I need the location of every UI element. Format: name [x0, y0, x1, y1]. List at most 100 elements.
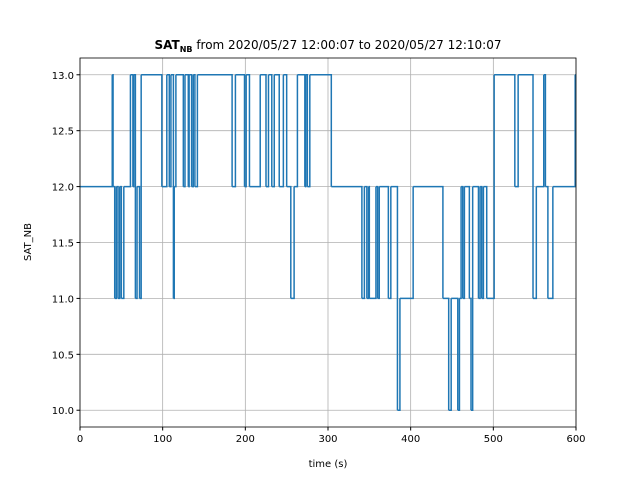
x-tick-label: 0 — [77, 434, 83, 445]
x-tick-label: 300 — [318, 434, 337, 445]
x-axis-label: time (s) — [309, 459, 348, 470]
step-segment — [361, 186, 366, 300]
chart-title: SATNB from 2020/05/27 12:00:07 to 2020/0… — [155, 38, 502, 54]
step-segment — [480, 185, 483, 299]
title-rest: from 2020/05/27 12:00:07 to 2020/05/27 1… — [193, 38, 502, 52]
step-segment — [114, 186, 118, 300]
step-segment — [188, 74, 190, 188]
title-sub: NB — [180, 45, 193, 54]
step-segment — [244, 74, 247, 188]
step-segment — [494, 74, 516, 187]
step-segment — [514, 74, 519, 188]
step-segment — [290, 186, 295, 300]
step-segment — [457, 298, 461, 411]
step-segment — [486, 74, 495, 300]
step-segment — [183, 74, 186, 188]
step-segment — [197, 74, 233, 187]
step-segment — [279, 74, 285, 188]
y-tick-label: 11.0 — [52, 294, 74, 305]
y-tick-label: 10.0 — [52, 406, 74, 417]
step-segment — [483, 185, 488, 299]
step-segment — [175, 74, 185, 187]
step-segment — [368, 185, 371, 299]
x-tick-label: 500 — [484, 434, 503, 445]
step-segment — [469, 297, 472, 411]
step-segment — [377, 186, 381, 300]
step-segment — [132, 74, 135, 188]
title-main: SAT — [155, 38, 181, 52]
step-segment — [364, 185, 368, 299]
step-segment — [304, 74, 307, 188]
step-segment — [191, 74, 195, 188]
step-segment — [139, 74, 142, 300]
step-segment — [459, 186, 462, 300]
y-tick-label: 12.0 — [52, 183, 74, 194]
step-segment — [366, 186, 370, 300]
step-segment — [274, 74, 280, 187]
step-segment — [543, 74, 547, 187]
step-segment — [448, 298, 452, 411]
step-segment — [545, 185, 549, 299]
step-segment — [118, 186, 121, 300]
step-segment — [112, 74, 114, 187]
step-segment — [375, 185, 379, 299]
step-segment — [481, 186, 485, 300]
step-segment — [266, 74, 270, 188]
step-segment — [119, 185, 123, 299]
step-segment — [170, 74, 175, 299]
step-segment — [331, 185, 363, 299]
step-segment — [536, 74, 545, 188]
y-tick-label: 12.5 — [52, 127, 74, 138]
step-segment — [173, 186, 175, 300]
step-segment — [174, 74, 177, 188]
step-segment — [518, 74, 534, 299]
step-segment — [80, 74, 113, 188]
step-segment — [133, 74, 137, 299]
step-segment — [472, 185, 480, 299]
y-tick-label: 13.0 — [52, 71, 74, 82]
x-tick-label: 200 — [236, 434, 255, 445]
step-segment — [116, 185, 119, 299]
step-segment — [113, 185, 116, 299]
step-segment — [193, 74, 196, 187]
plot-frame — [79, 57, 577, 428]
step-segment — [388, 186, 392, 300]
step-segment — [184, 74, 190, 187]
step-segment — [442, 297, 450, 411]
step-segment — [137, 185, 141, 299]
step-segment — [286, 185, 292, 299]
step-segment — [390, 185, 399, 411]
step-segment — [297, 74, 306, 187]
step-segment — [135, 186, 138, 300]
y-tick-label: 10.5 — [52, 350, 74, 361]
y-axis-label: SAT_NB — [23, 223, 34, 261]
step-segment — [379, 185, 390, 299]
step-segment — [268, 74, 273, 187]
step-segment — [413, 185, 444, 299]
step-segment — [369, 186, 377, 300]
step-segment — [161, 74, 168, 188]
step-segment — [464, 185, 471, 299]
step-segment — [399, 186, 414, 300]
step-segment — [141, 74, 163, 187]
step-segment — [189, 74, 193, 187]
step-segment — [283, 74, 288, 187]
step-segment — [307, 74, 311, 188]
step-segment — [232, 74, 237, 188]
step-segment — [235, 74, 246, 187]
x-tick-label: 600 — [566, 434, 585, 445]
step-segment — [271, 74, 276, 188]
step-segment — [246, 74, 251, 187]
step-segment — [121, 186, 125, 300]
step-segment — [194, 74, 199, 188]
step-segment — [462, 186, 466, 300]
step-segment — [461, 185, 464, 299]
step-segment — [260, 74, 267, 187]
y-tick-label: 11.5 — [52, 239, 74, 250]
step-segment — [309, 74, 333, 187]
step-segment — [294, 74, 299, 188]
step-segment — [169, 74, 172, 188]
step-segment — [397, 298, 401, 411]
step-segment — [451, 297, 459, 411]
